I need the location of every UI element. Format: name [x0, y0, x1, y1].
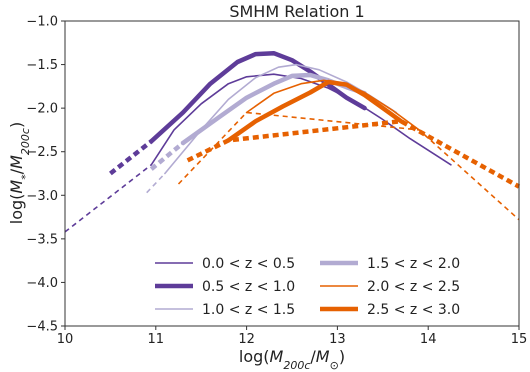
legend-label: 1.0 < z < 1.5	[202, 302, 295, 318]
series-4-extrapolation	[177, 111, 520, 221]
x-tick-label: 11	[148, 332, 165, 347]
legend-label: 2.5 < z < 3.0	[367, 302, 460, 318]
series-2-extrapolation	[146, 172, 166, 194]
x-tick-label: 10	[57, 332, 74, 347]
y-tick-label: −3.5	[26, 232, 58, 247]
y-tick-label: −1.5	[26, 58, 58, 73]
chart-title: SMHM Relation 1	[229, 2, 364, 21]
x-tick-labels: 10 11 12 13 14 15	[57, 326, 528, 347]
series-5-extrapolation	[186, 118, 521, 189]
y-tick-label: −2.5	[26, 145, 58, 160]
legend-label: 2.0 < z < 2.5	[367, 279, 460, 295]
legend-label: 0.0 < z < 0.5	[202, 256, 295, 272]
x-tick-label: 14	[420, 332, 437, 347]
x-tick-label: 12	[238, 332, 255, 347]
y-tick-label: −4.0	[26, 276, 58, 291]
x-tick-label: 15	[511, 332, 528, 347]
x-tick-label: 13	[329, 332, 346, 347]
series-2-line	[164, 63, 398, 175]
series-0-line	[150, 73, 452, 166]
series-layer	[64, 50, 521, 233]
y-axis-label: log(M*/M200c)	[7, 122, 32, 224]
plot-frame	[64, 20, 520, 327]
series-1-extrapolation	[109, 139, 153, 176]
y-tick-labels: −4.5 −4.0 −3.5 −3.0 −2.5 −2.0 −1.5 −1.0	[26, 15, 65, 335]
y-tick-label: −2.0	[26, 102, 58, 117]
legend: 0.0 < z < 0.5 0.5 < z < 1.0 1.0 < z < 1.5 1…	[155, 256, 460, 318]
legend-label: 0.5 < z < 1.0	[202, 279, 295, 295]
y-tick-label: −4.5	[26, 320, 58, 335]
x-axis-label: log(M200c/M⊙)	[239, 347, 345, 372]
series-3-extrapolation	[149, 141, 185, 171]
y-tick-label: −1.0	[26, 15, 58, 30]
series-1-line	[149, 50, 367, 144]
series-5-line	[226, 79, 404, 143]
series-0-extrapolation	[64, 164, 152, 233]
legend-label: 1.5 < z < 2.0	[367, 256, 460, 272]
y-tick-label: −3.0	[26, 189, 58, 204]
